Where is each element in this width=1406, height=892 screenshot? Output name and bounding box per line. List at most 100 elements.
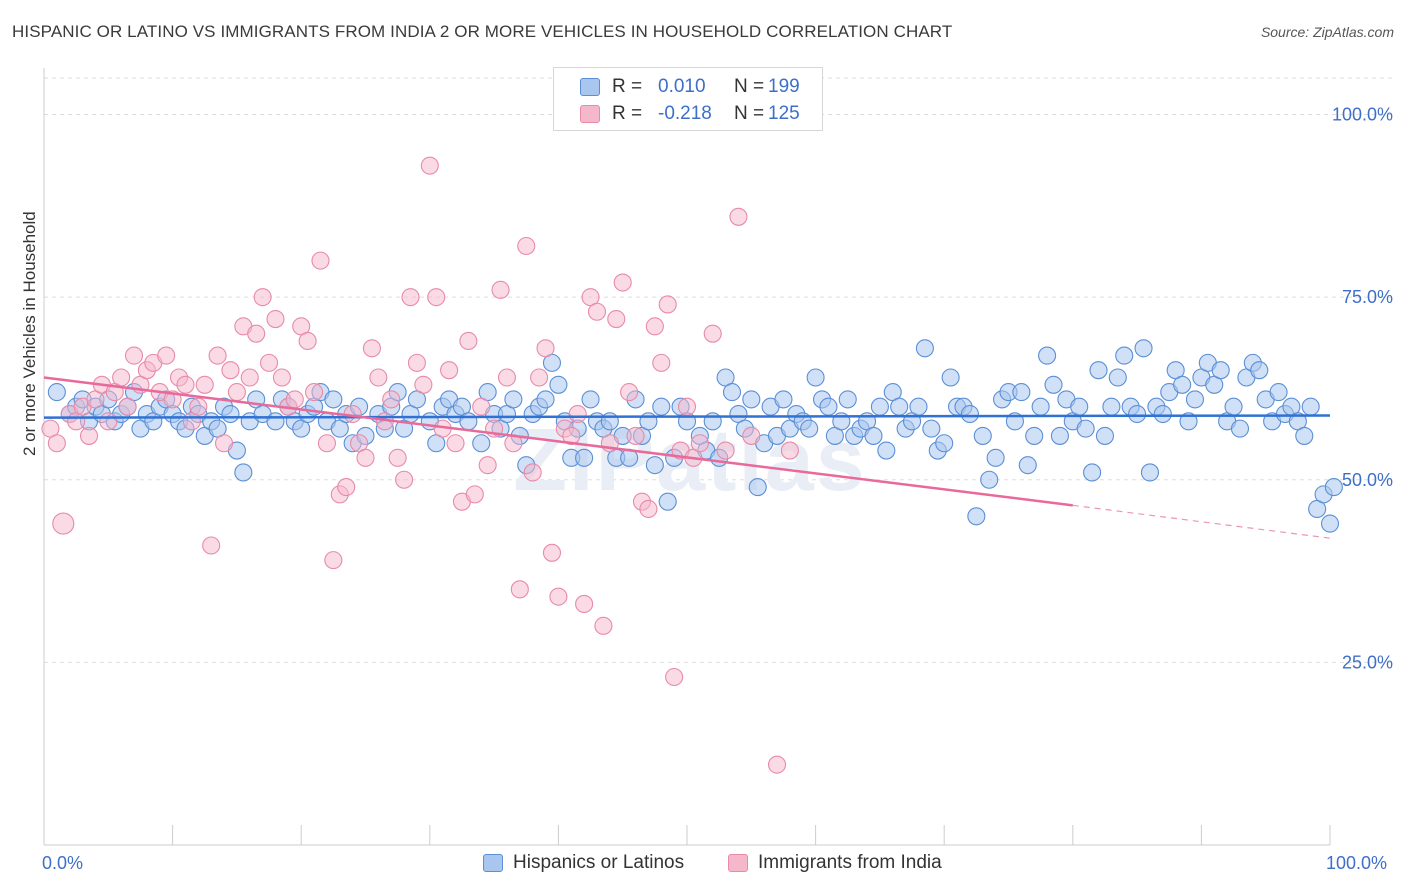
correlation-legend: R = 0.010 N = 199 R = -0.218 N = 125 (553, 67, 823, 131)
legend-item-hispanics[interactable]: Hispanics or Latinos (483, 852, 684, 874)
data-point-india (594, 616, 613, 635)
data-point-india (767, 755, 787, 774)
data-point-india (189, 397, 208, 416)
data-point-india (395, 470, 414, 489)
data-point-india (259, 353, 279, 372)
data-point-india (440, 361, 459, 380)
data-point-india (491, 280, 510, 299)
legend-n-label: N = (734, 103, 765, 124)
data-point-india (401, 288, 420, 307)
data-point-hispanics (1038, 346, 1057, 365)
data-point-hispanics (266, 412, 285, 431)
data-point-hispanics (935, 434, 954, 453)
data-point-hispanics (1108, 368, 1127, 387)
data-point-india (317, 434, 336, 453)
data-point-hispanics (47, 383, 66, 402)
legend-r-value: 0.010 (658, 76, 706, 97)
legend-swatch-pink (728, 854, 748, 872)
data-point-india (112, 368, 131, 387)
trend-lines (43, 376, 1331, 539)
data-point-india (202, 536, 221, 555)
data-point-india (530, 368, 549, 387)
data-point-india (388, 448, 407, 467)
data-point-hispanics (1301, 397, 1320, 416)
data-point-hispanics (1230, 419, 1250, 438)
data-point-india (356, 448, 375, 467)
data-point-india (337, 478, 356, 497)
data-point-hispanics (1115, 346, 1134, 365)
data-point-hispanics (1018, 456, 1037, 475)
data-point-hispanics (1095, 426, 1114, 445)
data-point-india (266, 310, 285, 329)
data-point-hispanics (980, 470, 999, 489)
data-point-india (79, 426, 99, 445)
data-point-hispanics (973, 426, 992, 445)
data-point-india (221, 361, 240, 380)
data-point-hispanics (922, 419, 941, 438)
data-point-india (124, 346, 144, 365)
data-point-india (780, 441, 799, 460)
data-point-hispanics (1050, 426, 1069, 445)
data-point-india (497, 368, 517, 387)
data-point-india (620, 383, 639, 402)
data-point-hispanics (234, 463, 253, 482)
data-point-india (587, 302, 607, 321)
data-point-hispanics (1070, 397, 1089, 416)
x-tick-label-0: 0.0% (42, 853, 84, 873)
data-point-hispanics (581, 390, 600, 409)
legend-n-label: N = (734, 76, 765, 97)
data-point-hispanics (549, 375, 568, 394)
data-point-hispanics (890, 397, 909, 416)
data-point-india (645, 317, 664, 336)
data-point-hispanics (1269, 383, 1288, 402)
data-point-hispanics (742, 390, 761, 409)
data-point-india (536, 339, 555, 358)
data-point-india (362, 339, 381, 358)
data-point-india (311, 251, 330, 270)
data-point-india (176, 375, 195, 394)
data-point-india (459, 331, 478, 351)
legend-item-india[interactable]: Immigrants from India (728, 852, 942, 874)
data-point-hispanics (877, 441, 896, 460)
data-point-hispanics (806, 368, 825, 387)
data-point-india (742, 426, 761, 445)
data-point-india (472, 397, 491, 416)
data-point-hispanics (1031, 397, 1050, 416)
data-point-hispanics (800, 419, 819, 438)
data-point-hispanics (748, 478, 767, 497)
chart-title: HISPANIC OR LATINO VS IMMIGRANTS FROM IN… (12, 22, 953, 41)
legend-n-value: 125 (768, 103, 800, 124)
data-point-hispanics (645, 456, 664, 475)
y-tick-label-100: 100.0% (1332, 105, 1393, 125)
data-point-hispanics (1324, 478, 1343, 497)
y-axis-label: 2 or more Vehicles in Household (20, 211, 39, 456)
legend-label-india: Immigrants from India (758, 852, 942, 873)
data-point-hispanics (838, 390, 857, 409)
data-point-india (446, 434, 465, 453)
data-point-hispanics (1012, 383, 1031, 402)
data-point-hispanics (459, 412, 478, 431)
legend-swatch-pink (580, 105, 600, 123)
data-point-india (208, 346, 227, 365)
data-point-hispanics (1025, 426, 1044, 445)
data-point-india (677, 397, 697, 416)
data-point-india (510, 580, 529, 599)
data-point-india (465, 485, 484, 504)
data-point-india (729, 207, 748, 226)
data-point-hispanics (221, 404, 240, 424)
data-point-india (240, 368, 259, 387)
data-point-hispanics (504, 390, 523, 409)
data-point-hispanics (1076, 419, 1095, 438)
data-point-hispanics (722, 383, 742, 402)
trend-line-hispanics (43, 414, 1331, 419)
data-point-hispanics (472, 434, 491, 453)
data-point-india (285, 390, 304, 409)
data-point-hispanics (1185, 390, 1205, 409)
data-point-india (517, 236, 536, 256)
data-point-hispanics (1179, 412, 1198, 431)
data-point-india (607, 310, 626, 329)
data-point-hispanics (1320, 514, 1340, 533)
source-label: Source: ZipAtlas.com (1260, 24, 1394, 40)
data-point-hispanics (1211, 361, 1230, 380)
